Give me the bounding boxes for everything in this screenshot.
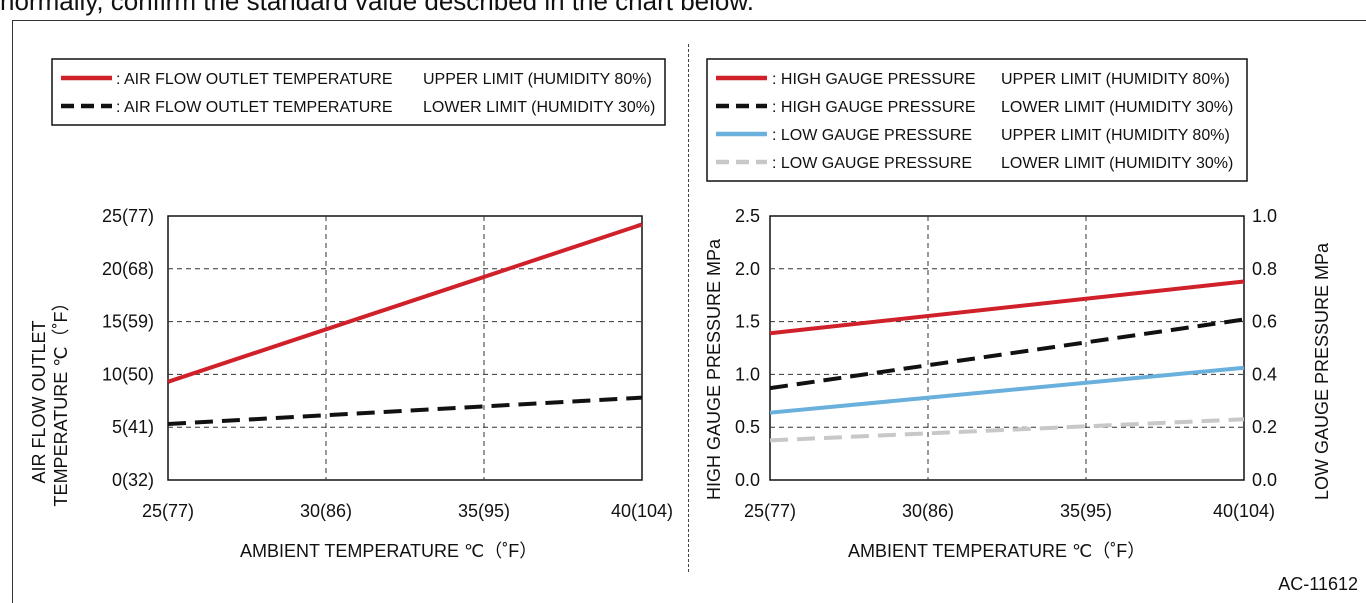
right-left-y-tick-label-2: 1.0	[735, 364, 760, 384]
left-x-tick-label-2: 35(95)	[458, 501, 510, 521]
right-right-y-tick-label-3: 0.6	[1252, 312, 1277, 332]
right-right-y-tick-label-5: 1.0	[1252, 206, 1277, 226]
left-y-axis-label-line2: TEMPERATURE ℃（˚F）	[51, 294, 71, 507]
right-series-line-1	[769, 317, 1245, 391]
right-legend-limit-1: LOWER LIMIT (HUMIDITY 30%)	[1001, 99, 1233, 116]
right-legend-label-0: : HIGH GAUGE PRESSURE	[772, 71, 976, 88]
right-legend-label-2: : LOW GAUGE PRESSURE	[772, 127, 972, 144]
left-tick-labels: 25(77) 30(86) 35(95) 40(104) 0(32) 5(41) 10(50…	[102, 206, 673, 521]
right-legend-limit-2: UPPER LIMIT (HUMIDITY 80%)	[1001, 127, 1230, 144]
right-grid	[770, 216, 1244, 480]
right-legend-label-3: : LOW GAUGE PRESSURE	[772, 155, 972, 172]
left-x-tick-label-3: 40(104)	[611, 501, 673, 521]
right-legend-box	[706, 58, 1248, 182]
left-legend-label-1: : AIR FLOW OUTLET TEMPERATURE	[116, 99, 392, 116]
right-x-tick-label-0: 25(77)	[744, 501, 796, 521]
right-right-y-tick-label-1: 0.2	[1252, 417, 1277, 437]
right-tick-labels: 25(77) 30(86) 35(95) 40(104) 0.0 0.5 1.0 1.5 2.0…	[735, 206, 1277, 521]
left-y-tick-label-0: 0(32)	[112, 470, 154, 490]
right-right-y-tick-label-0: 0.0	[1252, 470, 1277, 490]
left-x-tick-label-0: 25(77)	[142, 501, 194, 521]
left-y-tick-label-2: 10(50)	[102, 364, 154, 384]
left-series-line-1	[167, 395, 643, 427]
left-legend-limit-1: LOWER LIMIT (HUMIDITY 30%)	[423, 99, 655, 116]
left-y-tick-label-1: 5(41)	[112, 417, 154, 437]
right-plot-area	[769, 215, 1245, 481]
right-left-y-tick-label-5: 2.5	[735, 206, 760, 226]
right-x-axis-label: AMBIENT TEMPERATURE ℃（˚F）	[848, 541, 1145, 561]
left-grid	[168, 216, 642, 480]
right-left-y-tick-label-0: 0.0	[735, 470, 760, 490]
right-left-y-tick-label-1: 0.5	[735, 417, 760, 437]
document-code: AC-11612	[1278, 574, 1358, 594]
figure-frame	[12, 20, 1366, 603]
right-right-axis-label: LOW GAUGE PRESSURE MPa	[1312, 242, 1332, 500]
left-x-axis-label: AMBIENT TEMPERATURE ℃（˚F）	[240, 541, 537, 561]
right-legend-limit-0: UPPER LIMIT (HUMIDITY 80%)	[1001, 71, 1230, 88]
right-legend-limit-3: LOWER LIMIT (HUMIDITY 30%)	[1001, 155, 1233, 172]
left-y-tick-label-4: 20(68)	[102, 259, 154, 279]
panel-divider	[688, 44, 689, 572]
left-legend-box	[51, 58, 666, 126]
left-series-lines	[167, 222, 643, 427]
right-left-axis-label: HIGH GAUGE PRESSURE MPa	[704, 238, 724, 500]
intro-text: normally, confirm the standard value des…	[0, 0, 754, 16]
right-x-tick-label-1: 30(86)	[902, 501, 954, 521]
left-legend-label-0: : AIR FLOW OUTLET TEMPERATURE	[116, 71, 392, 88]
right-x-tick-label-2: 35(95)	[1060, 501, 1112, 521]
left-y-axis-label-line1: AIR FLOW OUTLET	[29, 320, 49, 483]
right-right-y-tick-label-4: 0.8	[1252, 259, 1277, 279]
right-series-lines	[769, 279, 1245, 443]
left-legend-limit-0: UPPER LIMIT (HUMIDITY 80%)	[423, 71, 652, 88]
left-y-tick-label-5: 25(77)	[102, 206, 154, 226]
right-legend-label-1: : HIGH GAUGE PRESSURE	[772, 99, 976, 116]
right-x-tick-label-3: 40(104)	[1213, 501, 1275, 521]
right-series-line-3	[769, 417, 1245, 443]
left-x-tick-label-1: 30(86)	[300, 501, 352, 521]
left-series-line-0	[167, 222, 643, 384]
right-left-y-tick-label-3: 1.5	[735, 312, 760, 332]
right-left-y-tick-label-4: 2.0	[735, 259, 760, 279]
right-legend: : HIGH GAUGE PRESSURE UPPER LIMIT (HUMIDI…	[716, 71, 1233, 172]
right-series-line-2	[769, 365, 1245, 415]
right-series-line-0	[769, 279, 1245, 336]
right-chart: 25(77) 30(86) 35(95) 40(104) 0.0 0.5 1.0 1.5 2.0…	[704, 58, 1332, 561]
left-legend: : AIR FLOW OUTLET TEMPERATURE UPPER LIMIT…	[61, 71, 655, 116]
left-y-tick-label-3: 15(59)	[102, 312, 154, 332]
left-chart: 25(77) 30(86) 35(95) 40(104) 0(32) 5(41) 10(50…	[29, 58, 673, 561]
right-right-y-tick-label-2: 0.4	[1252, 364, 1277, 384]
left-plot-area	[167, 215, 643, 481]
